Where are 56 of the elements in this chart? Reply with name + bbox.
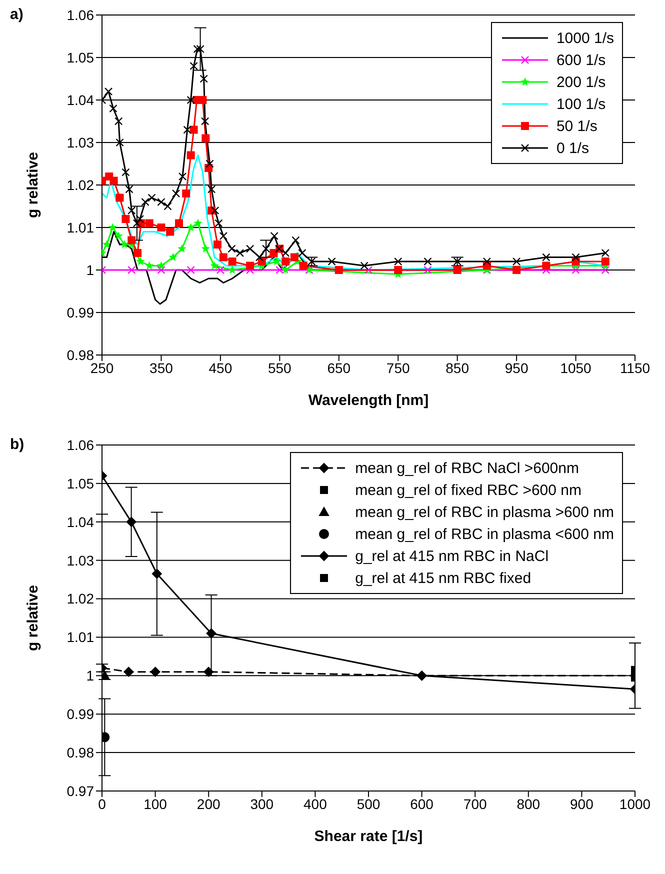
y-tick-label: 0.98: [66, 744, 94, 761]
x-axis-title: Wavelength [nm]: [308, 392, 429, 409]
y-tick-label: 1.01: [66, 629, 94, 646]
y-tick-label: 1: [86, 668, 94, 684]
y-axis-title: g relative: [24, 585, 42, 651]
legend-label: 50 1/s: [556, 118, 598, 134]
x-tick-label: 900: [570, 796, 594, 812]
x-tick-label: 850: [446, 360, 470, 376]
x-axis-title: Shear rate [1/s]: [314, 828, 423, 845]
y-tick-label: 1.04: [66, 92, 94, 108]
x-tick-label: 300: [250, 796, 274, 812]
y-tick-label: 1.06: [66, 436, 94, 453]
legend-label: mean g_rel of RBC in plasma >600 nm: [355, 504, 614, 520]
y-tick-label: 0.99: [66, 706, 94, 722]
chart-title: b): [10, 436, 24, 453]
legend-label: 0 1/s: [556, 140, 589, 156]
x-tick-label: 400: [304, 796, 328, 812]
x-tick-label: 700: [463, 796, 487, 812]
legend-label: 100 1/s: [556, 96, 606, 112]
x-tick-label: 650: [327, 360, 351, 376]
y-tick-label: 1.03: [66, 552, 94, 568]
x-tick-label: 750: [386, 360, 410, 376]
y-tick-label: 1.03: [66, 134, 94, 150]
y-tick-label: 1.02: [66, 176, 94, 193]
legend-label: 200 1/s: [556, 74, 606, 90]
x-tick-label: 450: [208, 360, 232, 376]
x-tick-label: 800: [516, 796, 540, 812]
y-tick-label: 1.05: [66, 49, 94, 66]
x-tick-label: 0: [98, 796, 106, 812]
chart-title: a): [10, 6, 24, 23]
x-tick-label: 500: [356, 796, 380, 812]
x-tick-label: 1150: [620, 360, 650, 376]
y-tick-label: 1.02: [66, 590, 94, 607]
y-tick-label: 1.01: [66, 219, 94, 236]
x-tick-label: 100: [144, 796, 168, 812]
x-tick-label: 550: [268, 360, 292, 376]
y-tick-label: 1: [86, 262, 94, 278]
y-tick-label: 0.97: [66, 782, 94, 799]
x-tick-label: 350: [150, 360, 174, 376]
legend-label: mean g_rel of RBC in plasma <600 nm: [355, 526, 614, 542]
x-tick-label: 1000: [619, 796, 651, 812]
y-tick-label: 1.06: [66, 6, 94, 23]
y-tick-label: 1.05: [66, 475, 94, 492]
legend-label: g_rel at 415 nm RBC fixed: [355, 570, 532, 586]
x-tick-label: 950: [504, 360, 528, 376]
legend-label: 1000 1/s: [556, 30, 614, 46]
y-tick-label: 0.99: [66, 304, 94, 320]
y-tick-label: 1.04: [66, 514, 94, 530]
legend-label: mean g_rel of fixed RBC >600 nm: [355, 482, 582, 498]
legend-label: mean g_rel of RBC NaCl >600nm: [355, 460, 579, 476]
legend-label: g_rel at 415 nm RBC in NaCl: [355, 548, 549, 564]
y-axis-title: g relative: [24, 152, 42, 218]
x-tick-label: 1050: [560, 360, 592, 376]
x-tick-label: 200: [196, 796, 220, 812]
x-tick-label: 600: [410, 796, 434, 812]
legend-label: 600 1/s: [556, 52, 606, 68]
